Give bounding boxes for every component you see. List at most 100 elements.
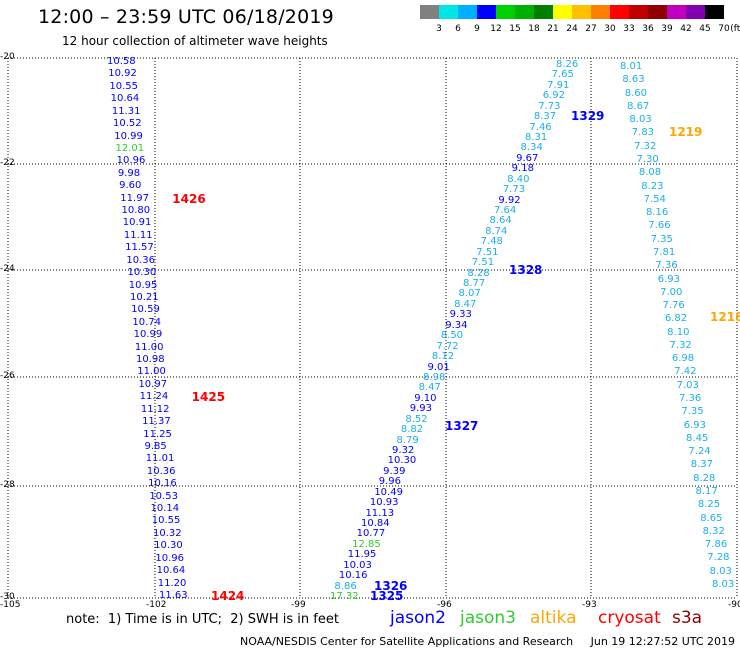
wave-height-value: 8.63 bbox=[622, 74, 645, 86]
pass-number: 1219 bbox=[669, 125, 703, 139]
wave-height-value: 7.72 bbox=[436, 340, 459, 352]
wave-height-value: 11.25 bbox=[143, 428, 172, 440]
wave-height-value: 8.08 bbox=[638, 167, 662, 179]
colorbar-swatch bbox=[439, 5, 458, 19]
wave-height-value: 8.74 bbox=[485, 225, 508, 237]
wave-height-value: 8.52 bbox=[405, 413, 428, 425]
colorbar-tick-label: 6 bbox=[455, 24, 461, 34]
wave-height-value: 9.18 bbox=[511, 163, 534, 175]
wave-height-value: 8.60 bbox=[624, 87, 647, 99]
wave-height-value: 11.12 bbox=[140, 403, 170, 415]
colorbar-tick-label: 30 bbox=[604, 24, 616, 34]
colorbar-swatch bbox=[534, 5, 553, 19]
colorbar-swatch bbox=[629, 5, 648, 19]
wave-height-value: 10.99 bbox=[133, 329, 163, 341]
colorbar-swatch bbox=[572, 5, 591, 19]
wave-height-value: 8.77 bbox=[462, 278, 486, 290]
wave-height-value: 10.36 bbox=[146, 465, 176, 477]
wave-height-value: 11.11 bbox=[123, 229, 153, 241]
colorbar-tick-label: 45 bbox=[699, 24, 711, 34]
wave-height-value: 10.92 bbox=[108, 68, 137, 80]
pass-number: 1425 bbox=[191, 390, 226, 405]
wave-height-value: 8.98 bbox=[423, 371, 446, 383]
wave-height-value: 10.97 bbox=[138, 378, 168, 390]
wave-height-value: 11.01 bbox=[145, 453, 175, 465]
wave-height-value: 7.46 bbox=[529, 121, 552, 133]
latitude-label: -20 bbox=[0, 52, 15, 62]
wave-height-value: 9.01 bbox=[427, 361, 450, 373]
colorbar-swatch bbox=[705, 5, 724, 19]
wave-height-value: 7.36 bbox=[655, 260, 678, 272]
wave-height-value: 8.45 bbox=[686, 432, 709, 444]
wave-height-value: 8.37 bbox=[533, 111, 557, 123]
wave-height-value: 7.35 bbox=[650, 233, 673, 245]
wave-height-value: 10.96 bbox=[155, 552, 184, 564]
colorbar-unit: (ft) bbox=[730, 24, 740, 34]
wave-height-value: 7.32 bbox=[634, 140, 657, 152]
wave-height-value: 11.31 bbox=[111, 105, 141, 117]
wave-height-value: 9.98 bbox=[117, 167, 141, 179]
wave-height-value: 12.01 bbox=[115, 142, 145, 154]
pass-number: 1218 bbox=[710, 310, 740, 324]
pass-number: 1426 bbox=[172, 191, 206, 206]
wave-height-value: 10.59 bbox=[131, 304, 160, 316]
wave-height-value: 10.93 bbox=[369, 497, 399, 509]
wave-height-value: 8.28 bbox=[467, 267, 490, 279]
wave-height-value: 10.95 bbox=[128, 279, 158, 291]
colorbar-tick-label: 3 bbox=[436, 24, 442, 34]
wave-height-value: 9.96 bbox=[378, 476, 401, 488]
wave-height-value: 7.36 bbox=[678, 393, 702, 405]
wave-height-value: 7.76 bbox=[662, 300, 685, 312]
wave-height-value: 10.36 bbox=[126, 254, 155, 266]
wave-height-value: 8.31 bbox=[524, 132, 548, 144]
latitude-label: -22 bbox=[0, 158, 15, 168]
wave-height-value: 8.12 bbox=[431, 351, 455, 363]
wave-height-value: 10.49 bbox=[374, 486, 403, 498]
wave-height-value: 7.64 bbox=[493, 205, 517, 217]
wave-height-value: 7.83 bbox=[631, 127, 655, 139]
wave-height-value: 6.98 bbox=[671, 353, 695, 365]
wave-height-value: 9.67 bbox=[516, 152, 539, 164]
wave-height-value: 8.26 bbox=[556, 59, 579, 70]
wave-height-value: 8.40 bbox=[507, 173, 530, 185]
wave-height-value: 7.35 bbox=[681, 406, 704, 418]
wave-height-value: 8.01 bbox=[620, 61, 643, 72]
wave-height-value: 11.20 bbox=[157, 577, 187, 589]
wave-height-value: 7.42 bbox=[674, 366, 697, 378]
wave-height-value: 10.84 bbox=[361, 517, 390, 529]
wave-height-value: 10.98 bbox=[136, 354, 165, 366]
wave-height-value: 9.60 bbox=[119, 180, 142, 192]
colorbar-swatch bbox=[515, 5, 534, 19]
wave-height-value: 10.55 bbox=[151, 515, 181, 527]
wave-height-value: 11.57 bbox=[125, 242, 154, 254]
colorbar-tick-label: 33 bbox=[623, 24, 635, 34]
colorbar-swatch bbox=[610, 5, 629, 19]
colorbar-tick-label: 27 bbox=[585, 24, 597, 34]
wave-height-value: 7.32 bbox=[669, 339, 692, 351]
colorbar-swatch bbox=[686, 5, 705, 19]
wave-height-value: 8.50 bbox=[440, 330, 464, 342]
wave-height-value: 9.34 bbox=[445, 319, 468, 331]
wave-height-value: 9.32 bbox=[392, 444, 415, 456]
wave-height-value: 10.16 bbox=[148, 478, 177, 490]
colorbar-tick-label: 12 bbox=[490, 24, 502, 34]
colorbar-tick-label: 24 bbox=[566, 24, 578, 34]
pass-number: 1325 bbox=[370, 589, 404, 603]
wave-height-value: 8.03 bbox=[709, 565, 732, 577]
wave-height-value: 7.28 bbox=[707, 552, 730, 564]
pass-number: 1328 bbox=[509, 263, 543, 277]
wave-height-value: 8.86 bbox=[334, 580, 357, 592]
wave-height-value: 10.64 bbox=[110, 93, 140, 105]
wave-height-value: 7.65 bbox=[551, 69, 574, 81]
colorbar-swatch bbox=[591, 5, 610, 19]
wave-height-value: 8.37 bbox=[690, 459, 714, 471]
colorbar-swatch bbox=[553, 5, 572, 19]
latitude-label: -24 bbox=[0, 264, 15, 274]
wave-height-value: 8.03 bbox=[629, 114, 652, 126]
wave-height-value: 9.93 bbox=[409, 403, 433, 415]
wave-height-value: 8.82 bbox=[400, 424, 424, 436]
colorbar-swatch bbox=[420, 5, 439, 19]
colorbar-tick-label: 70 bbox=[718, 24, 730, 34]
wave-height-value: 8.28 bbox=[693, 472, 716, 484]
wave-height-value: 11.37 bbox=[142, 416, 171, 428]
